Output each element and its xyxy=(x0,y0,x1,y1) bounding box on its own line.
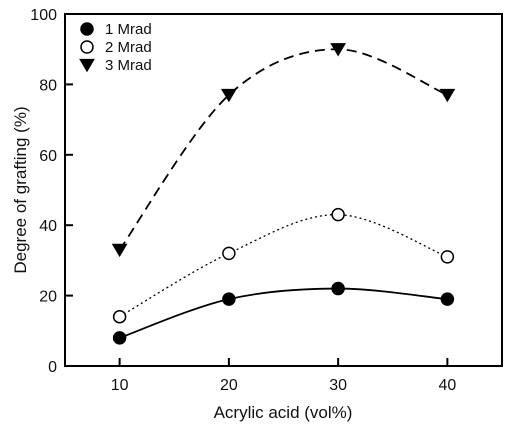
series-line-3-mrad xyxy=(118,48,448,251)
x-tick-label: 40 xyxy=(438,377,456,394)
x-axis-label: Acrylic acid (vol%) xyxy=(214,403,353,422)
legend-label-1-mrad: 1 Mrad xyxy=(105,21,152,38)
data-point-3-mrad xyxy=(221,88,237,103)
x-tick-label: 20 xyxy=(220,377,238,394)
data-point-2-mrad xyxy=(112,309,127,324)
data-point-2-mrad xyxy=(440,250,455,264)
plot-area-frame xyxy=(64,13,503,367)
data-point-3-mrad xyxy=(111,243,128,258)
data-point-1-mrad xyxy=(440,292,455,306)
y-tick-label: 20 xyxy=(39,289,57,306)
data-point-3-mrad xyxy=(330,43,346,57)
legend-marker-1-mrad xyxy=(80,22,94,36)
data-point-2-mrad xyxy=(331,207,345,222)
series-lines xyxy=(118,48,448,339)
data-point-3-mrad xyxy=(439,88,456,103)
data-point-2-mrad xyxy=(222,246,236,261)
series-line-1-mrad xyxy=(119,287,448,339)
series-line-2-mrad xyxy=(119,213,448,318)
y-tick-label: 60 xyxy=(39,148,57,165)
data-point-1-mrad xyxy=(222,292,236,306)
y-tick-label: 80 xyxy=(39,77,57,94)
x-tick-label: 30 xyxy=(329,377,347,394)
data-point-1-mrad xyxy=(331,281,345,296)
x-axis-ticks: 10 20 30 40 xyxy=(111,358,456,394)
y-axis-label: Degree of grafting (%) xyxy=(11,106,30,273)
series-markers xyxy=(111,43,456,345)
data-point-1-mrad xyxy=(112,331,127,345)
legend-marker-2-mrad xyxy=(80,40,94,54)
x-tick-label: 10 xyxy=(111,377,129,394)
y-tick-label: 0 xyxy=(48,359,57,376)
y-tick-label: 40 xyxy=(39,218,57,235)
y-tick-label: 100 xyxy=(30,7,57,24)
legend-label-2-mrad: 2 Mrad xyxy=(105,39,152,56)
legend-label-3-mrad: 3 Mrad xyxy=(105,57,152,74)
y-axis-ticks: 0 20 40 60 80 100 xyxy=(30,7,73,376)
legend-marker-3-mrad xyxy=(79,58,95,73)
